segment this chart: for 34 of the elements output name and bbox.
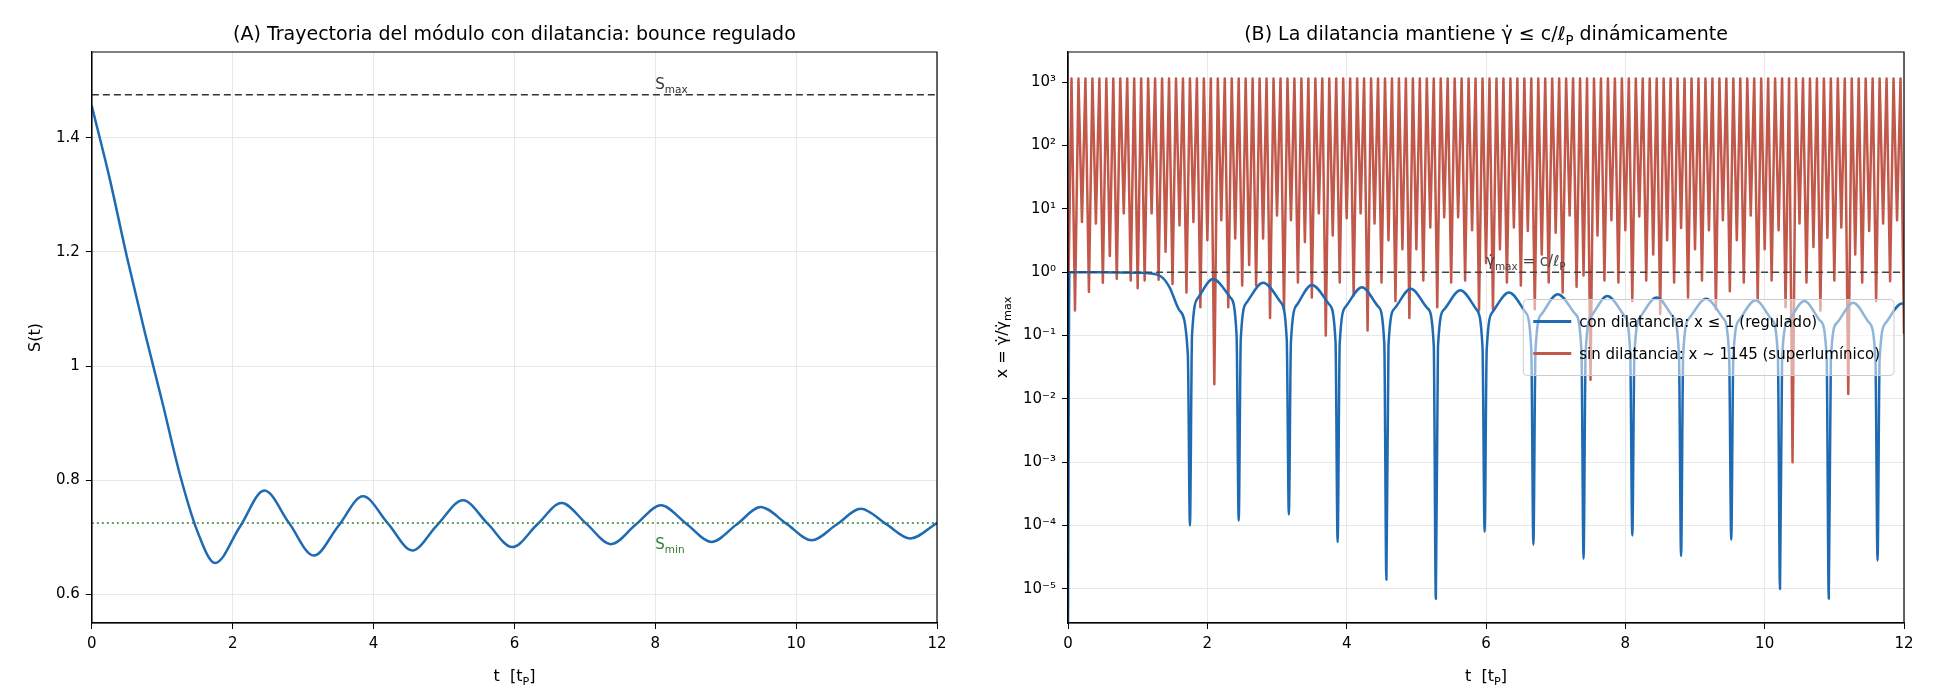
x-tick-label: 4 [368, 633, 379, 652]
x-tick-label: 6 [1481, 633, 1491, 652]
legend-label: sin dilatancia: x ~ 1145 (superlumínico) [1579, 344, 1880, 363]
x-tick-label: 10 [786, 633, 806, 652]
x-tick-label: 4 [1341, 633, 1352, 652]
y-tick-label: 10⁻⁴ [1022, 515, 1057, 534]
legend-label: con dilatancia: x ≤ 1 (regulado) [1579, 312, 1818, 331]
y-tick-label: 10¹ [1030, 198, 1057, 217]
y-tick-label: 10⁻⁵ [1022, 578, 1057, 597]
line-series [91, 105, 937, 565]
y-tick-label: 10² [1030, 135, 1057, 154]
y-tick-label: 0.8 [56, 470, 80, 489]
x-tick-label: 0 [1063, 633, 1073, 652]
x-tick-label: 12 [927, 633, 947, 652]
x-tick-label: 10 [1755, 633, 1775, 652]
x-tick-label: 8 [650, 633, 661, 652]
y-axis-title: S(t) [25, 323, 44, 352]
x-tick-label: 2 [1202, 633, 1213, 652]
y-tick-label: 1 [70, 355, 80, 374]
y-axis-title: x = γ̇/γ̇max [992, 296, 1014, 379]
y-tick-label: 10⁻¹ [1022, 325, 1057, 344]
y-tick-label: 10³ [1030, 72, 1057, 91]
y-tick-label: 1.4 [56, 127, 80, 146]
x-tick-label: 12 [1894, 633, 1914, 652]
x-tick-label: 0 [87, 633, 97, 652]
chart-title: (A) Trayectoria del módulo con dilatancia: bounce regulado [233, 22, 796, 44]
y-tick-label: 10⁰ [1030, 262, 1057, 281]
y-tick-label: 1.2 [56, 241, 80, 260]
y-tick-label: 10⁻² [1022, 388, 1057, 407]
x-tick-label: 6 [509, 633, 520, 652]
y-tick-label: 0.6 [56, 584, 80, 603]
x-tick-label: 2 [227, 633, 238, 652]
x-tick-label: 8 [1620, 633, 1631, 652]
y-tick-label: 10⁻³ [1022, 452, 1057, 471]
